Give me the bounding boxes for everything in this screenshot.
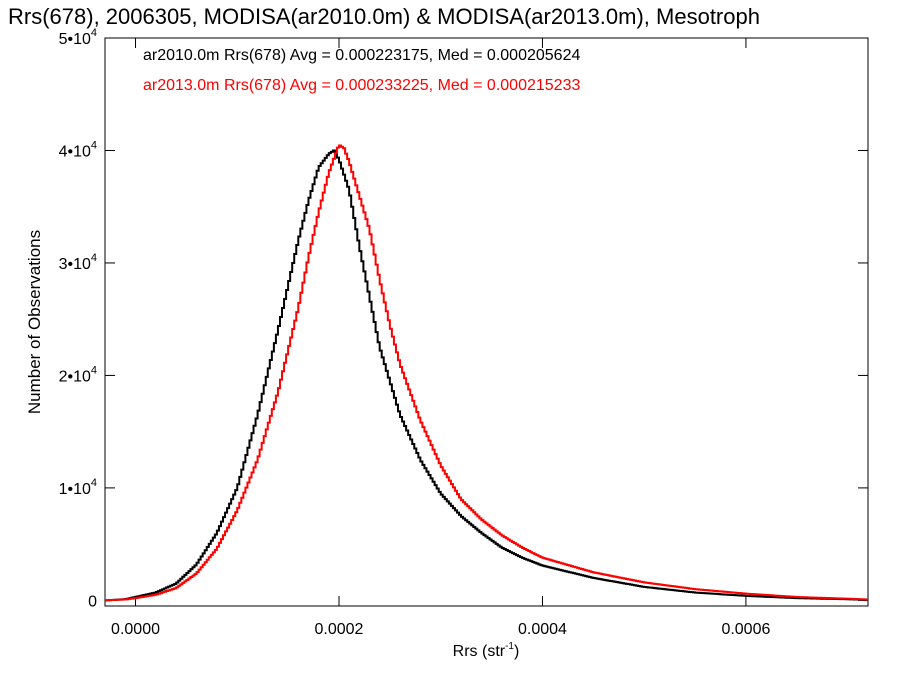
x-axis-label-superscript: -1 — [505, 641, 514, 652]
y-tick-label-0: 0 — [88, 593, 97, 610]
y-axis-label: Number of Observations — [25, 230, 44, 414]
y-tick-mantissa-5: 5•10 — [59, 31, 91, 48]
y-tick-mantissa-2: 2•10 — [59, 368, 91, 385]
x-axis-label: Rrs (str-1) — [453, 641, 520, 660]
series-group — [105, 144, 868, 602]
y-tick-mantissa-3: 3•10 — [59, 256, 91, 273]
legend-entry-1: ar2013.0m Rrs(678) Avg = 0.000233225, Me… — [143, 77, 580, 94]
x-tick-label-3: 0.0006 — [721, 621, 770, 638]
legend: ar2010.0m Rrs(678) Avg = 0.000223175, Me… — [143, 47, 580, 94]
series-line-0 — [105, 149, 868, 602]
legend-entry-0: ar2010.0m Rrs(678) Avg = 0.000223175, Me… — [143, 47, 580, 64]
y-tick-exponent-2: 4 — [91, 364, 97, 376]
x-axis-ticks: 0.0000 0.0002 0.0004 0.0006 — [111, 38, 770, 638]
y-tick-mantissa-4: 4•10 — [59, 143, 91, 160]
x-tick-label-0: 0.0000 — [111, 621, 160, 638]
y-tick-label-4: 4•104 — [59, 139, 97, 160]
x-tick-label-2: 0.0004 — [518, 621, 567, 638]
plot-frame — [104, 37, 869, 607]
y-tick-exponent-3: 4 — [91, 252, 97, 264]
y-tick-mantissa-0: 0 — [88, 593, 97, 610]
x-tick-label-1: 0.0002 — [315, 621, 364, 638]
chart-title: Rrs(678), 2006305, MODISA(ar2010.0m) & M… — [8, 4, 760, 29]
x-axis-label-end: ) — [514, 643, 519, 660]
y-tick-exponent-4: 4 — [91, 139, 97, 151]
y-tick-label-3: 3•104 — [59, 252, 97, 273]
y-tick-exponent-5: 4 — [91, 27, 97, 39]
y-tick-label-1: 1•104 — [59, 477, 97, 498]
y-tick-label-2: 2•104 — [59, 364, 97, 385]
series-line-1 — [105, 144, 868, 602]
y-tick-label-5: 5•104 — [59, 27, 97, 48]
y-tick-exponent-1: 4 — [91, 477, 97, 489]
y-tick-mantissa-1: 1•10 — [59, 481, 91, 498]
